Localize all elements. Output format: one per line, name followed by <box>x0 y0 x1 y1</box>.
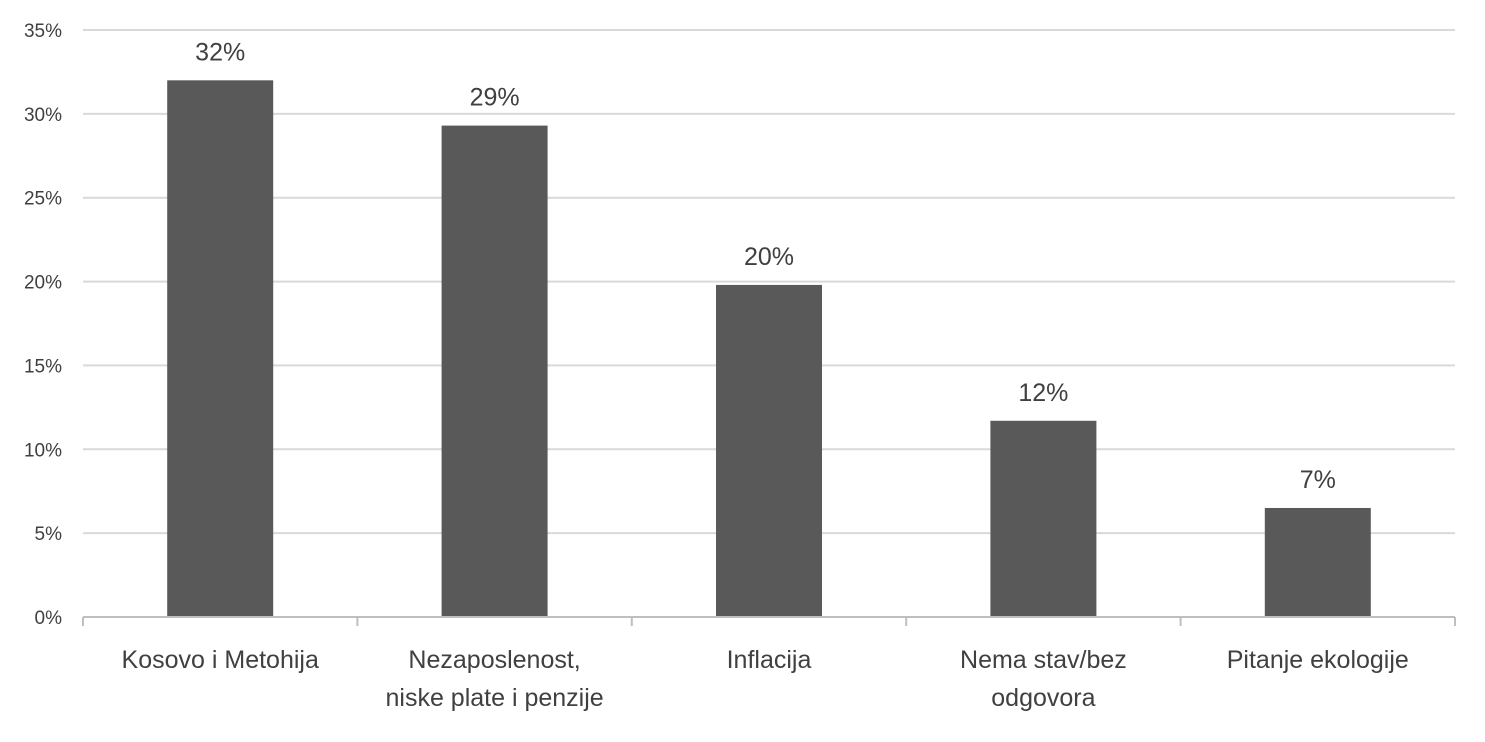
category-label: niske plate i penzije <box>385 684 603 712</box>
y-axis-tick-labels: 0% 5% 10% 15% 20% 25% 30% 35% <box>24 21 62 629</box>
y-tick-label: 5% <box>35 524 63 545</box>
y-tick-label: 0% <box>35 608 63 629</box>
bar <box>716 284 822 617</box>
y-tick-label: 10% <box>24 440 62 461</box>
data-label: 7% <box>1300 466 1336 494</box>
x-axis <box>82 616 1456 626</box>
bars: 32% 29% 20% 12% 7% <box>167 38 1371 618</box>
y-tick-label: 15% <box>24 356 62 377</box>
data-label: 12% <box>1018 379 1068 407</box>
bar <box>1264 507 1371 617</box>
y-tick-label: 35% <box>24 21 62 42</box>
category-label: Nema stav/bez <box>960 646 1127 674</box>
category-label: odgovora <box>991 684 1095 712</box>
bar <box>990 420 1097 617</box>
data-label: 32% <box>195 38 245 66</box>
category-label: Kosovo i Metohija <box>122 646 319 674</box>
y-tick-label: 30% <box>24 105 62 126</box>
bar <box>441 125 548 618</box>
data-label: 29% <box>470 84 520 112</box>
y-tick-label: 20% <box>24 273 62 294</box>
category-label: Inflacija <box>727 646 812 674</box>
data-label: 20% <box>744 243 794 271</box>
y-tick-label: 25% <box>24 189 62 210</box>
category-label: Pitanje ekologije <box>1227 646 1409 674</box>
x-axis-category-labels: Kosovo i Metohija Nezaposlenost, niske pla… <box>122 646 1409 712</box>
category-label: Nezaposlenost, <box>408 646 580 674</box>
bar <box>167 80 274 618</box>
